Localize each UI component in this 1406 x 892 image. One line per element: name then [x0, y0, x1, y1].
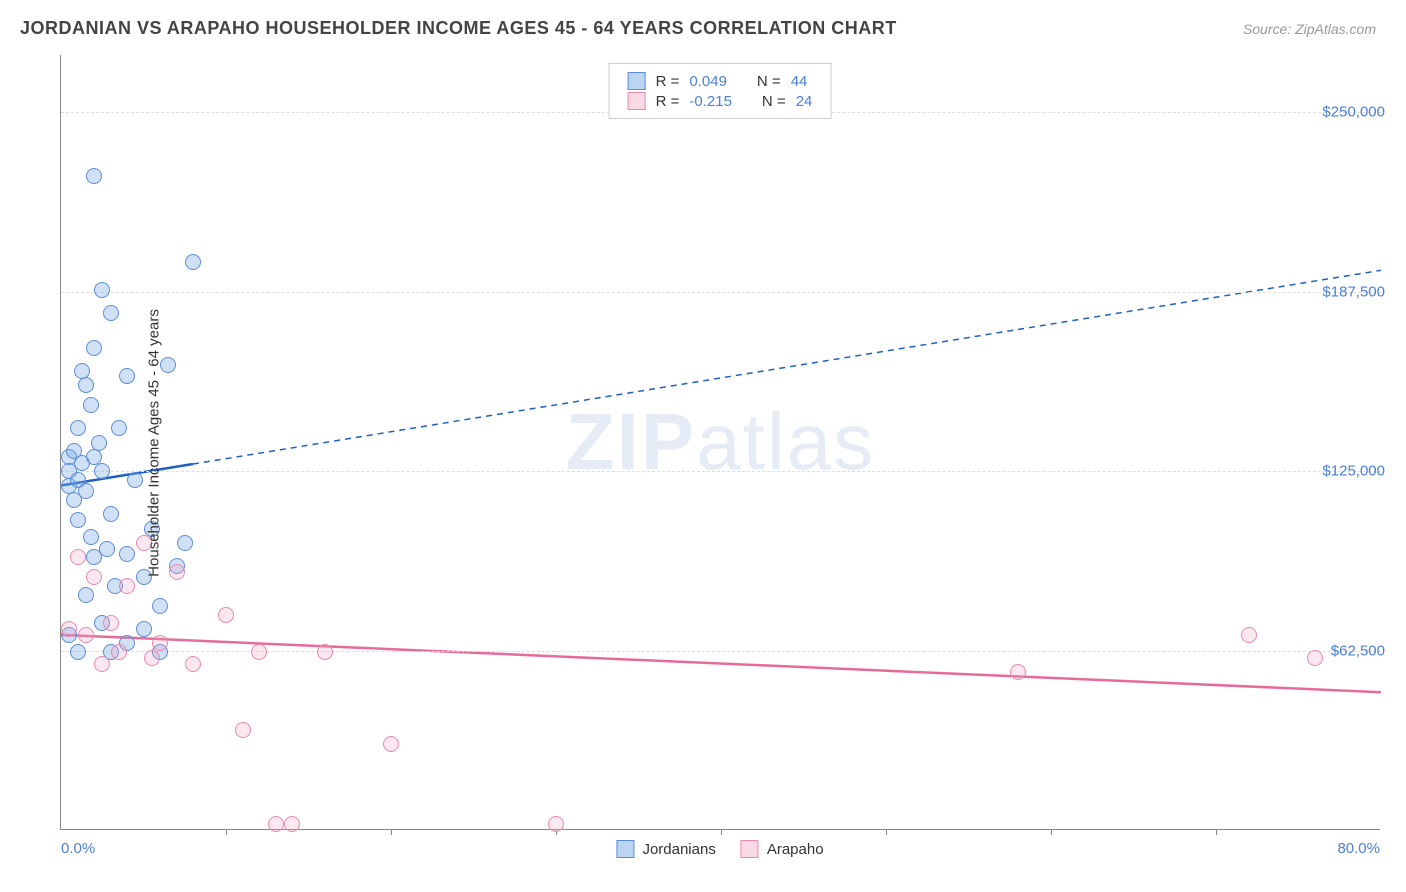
- data-point: [284, 816, 300, 832]
- data-point: [78, 627, 94, 643]
- data-point: [1010, 664, 1026, 680]
- data-point: [119, 368, 135, 384]
- data-point: [86, 340, 102, 356]
- data-point: [94, 282, 110, 298]
- swatch-icon: [628, 72, 646, 90]
- data-point: [70, 420, 86, 436]
- data-point: [127, 472, 143, 488]
- data-point: [177, 535, 193, 551]
- data-point: [83, 529, 99, 545]
- chart-title: JORDANIAN VS ARAPAHO HOUSEHOLDER INCOME …: [20, 18, 897, 39]
- data-point: [70, 549, 86, 565]
- swatch-icon: [628, 92, 646, 110]
- data-point: [83, 397, 99, 413]
- data-point: [91, 435, 107, 451]
- data-point: [103, 506, 119, 522]
- data-point: [86, 569, 102, 585]
- x-tick-label: 80.0%: [1337, 840, 1380, 857]
- x-tick: [1216, 829, 1217, 835]
- data-point: [169, 564, 185, 580]
- legend: Jordanians Arapaho: [616, 840, 823, 858]
- x-tick: [391, 829, 392, 835]
- data-point: [111, 420, 127, 436]
- data-point: [185, 656, 201, 672]
- data-point: [185, 254, 201, 270]
- data-point: [94, 656, 110, 672]
- data-point: [218, 607, 234, 623]
- data-point: [86, 168, 102, 184]
- x-tick: [721, 829, 722, 835]
- x-tick: [226, 829, 227, 835]
- data-point: [70, 512, 86, 528]
- y-tick-label: $187,500: [1322, 283, 1385, 300]
- swatch-icon: [741, 840, 759, 858]
- y-tick-label: $125,000: [1322, 463, 1385, 480]
- legend-item-jordanians: Jordanians: [616, 840, 715, 858]
- data-point: [119, 578, 135, 594]
- data-point: [111, 644, 127, 660]
- data-point: [70, 644, 86, 660]
- source-label: Source: ZipAtlas.com: [1243, 21, 1376, 37]
- data-point: [99, 541, 115, 557]
- legend-item-arapaho: Arapaho: [741, 840, 824, 858]
- data-point: [136, 621, 152, 637]
- stats-row-arapaho: R =-0.215 N =24: [628, 92, 813, 110]
- data-point: [78, 587, 94, 603]
- data-point: [548, 816, 564, 832]
- data-point: [94, 463, 110, 479]
- data-point: [1241, 627, 1257, 643]
- data-point: [383, 736, 399, 752]
- data-point: [160, 357, 176, 373]
- stats-box: R =0.049 N =44 R =-0.215 N =24: [609, 63, 832, 119]
- data-point: [317, 644, 333, 660]
- watermark: ZIPatlas: [566, 396, 875, 488]
- y-tick-label: $62,500: [1331, 642, 1385, 659]
- stats-row-jordanians: R =0.049 N =44: [628, 72, 813, 90]
- data-point: [103, 615, 119, 631]
- data-point: [78, 483, 94, 499]
- y-tick-label: $250,000: [1322, 104, 1385, 121]
- data-point: [74, 363, 90, 379]
- gridline: [61, 292, 1381, 293]
- data-point: [152, 635, 168, 651]
- swatch-icon: [616, 840, 634, 858]
- data-point: [268, 816, 284, 832]
- data-point: [144, 650, 160, 666]
- data-point: [251, 644, 267, 660]
- x-tick: [886, 829, 887, 835]
- correlation-chart: ZIPatlas $62,500$125,000$187,500$250,000…: [60, 55, 1380, 830]
- y-axis-title: Householder Income Ages 45 - 64 years: [145, 309, 162, 577]
- data-point: [1307, 650, 1323, 666]
- x-tick: [1051, 829, 1052, 835]
- data-point: [235, 722, 251, 738]
- data-point: [119, 546, 135, 562]
- data-point: [152, 598, 168, 614]
- data-point: [78, 377, 94, 393]
- gridline: [61, 471, 1381, 472]
- x-tick-label: 0.0%: [61, 840, 95, 857]
- data-point: [103, 305, 119, 321]
- data-point: [61, 621, 77, 637]
